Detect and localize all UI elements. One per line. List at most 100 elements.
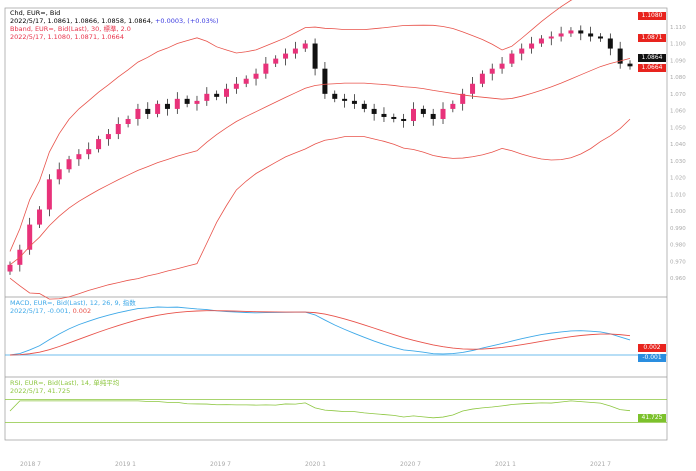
y-tick-label: 1.000 (670, 209, 686, 215)
candle-body (312, 43, 318, 69)
x-tick-label: 2020 1 (305, 461, 326, 468)
y-tick-label: 1.010 (670, 192, 686, 198)
candle-body (479, 73, 485, 84)
candle-body (253, 73, 259, 79)
tag-last-price: 1.0864 (638, 54, 666, 62)
candle-body (420, 108, 426, 114)
y-tick-label: 0.960 (670, 276, 686, 282)
candle-body (361, 103, 367, 109)
x-tick-label: 2019 7 (210, 461, 231, 468)
x-tick-label: 2021 1 (495, 461, 516, 468)
candle-body (519, 48, 525, 54)
bb-upper-line (9, 0, 573, 252)
candle-body (607, 38, 613, 49)
y-tick-label: 1.100 (670, 42, 686, 48)
y-tick-label: 0.970 (670, 259, 686, 265)
x-tick-label: 2019 1 (115, 461, 136, 468)
candle-body (115, 124, 121, 135)
candle-body (538, 38, 544, 44)
candle-body (617, 48, 623, 64)
candle-body (7, 264, 13, 272)
candle-body (450, 103, 456, 109)
candle-body (588, 33, 594, 37)
tag-macd: -0.001 (638, 354, 666, 362)
bb-middle-line (9, 58, 631, 266)
candle-body (597, 36, 603, 39)
candle-body (155, 103, 161, 114)
candle-body (105, 134, 111, 140)
rsi-line (9, 400, 631, 419)
candle-body (440, 108, 446, 119)
candle-body (96, 139, 102, 150)
legend-bband-values: 2022/5/17, 1.1080, 1.0871, 1.0664 (10, 33, 124, 41)
bollinger-bands (9, 0, 631, 300)
legend-signal-value: 0.002 (72, 307, 92, 315)
plot-frame (4, 7, 668, 441)
candle-body (548, 36, 554, 39)
candle-body (578, 30, 584, 34)
y-tick-label: 1.060 (670, 109, 686, 115)
y-tick-label: 0.980 (670, 243, 686, 249)
candle-body (263, 63, 269, 74)
macd-pane (5, 306, 667, 356)
candle-body (46, 179, 52, 210)
x-tick-label: 2020 7 (400, 461, 421, 468)
bb-lower-line (9, 118, 631, 300)
tag-rsi: 41.725 (638, 414, 666, 422)
legend-macd-values: 2022/5/17, -0.001, (10, 307, 71, 315)
candle-body (401, 118, 407, 121)
candle-body (391, 116, 397, 119)
candle-body (204, 93, 210, 101)
candle-body (371, 108, 377, 114)
macd-legend: MACD, EUR=, Bid(Last), 12, 26, 9, 指数 202… (10, 299, 136, 315)
candle-body (292, 48, 298, 54)
candle-body (37, 209, 43, 225)
candle-body (460, 93, 466, 104)
y-tick-label: 1.030 (670, 159, 686, 165)
candle-body (184, 98, 190, 104)
candle-body (322, 68, 328, 94)
y-tick-label: 1.040 (670, 142, 686, 148)
candle-body (174, 98, 180, 109)
candle-body (302, 43, 308, 49)
candle-body (86, 149, 92, 155)
candle-body (430, 113, 436, 119)
candle-body (381, 113, 387, 117)
candle-body (66, 159, 72, 170)
legend-rsi-values: 2022/5/17, 41.725 (10, 387, 71, 395)
candle-body (135, 108, 141, 119)
legend-change: +0.0003, (+0.03%) (154, 17, 219, 25)
x-axis: 2018 7 2019 1 2019 7 2020 1 2020 7 2021 1 2021… (20, 461, 611, 468)
tag-bb-lower: 1.0664 (638, 64, 666, 72)
candle-body (164, 103, 170, 109)
candle-body (509, 53, 515, 64)
candle-body (283, 53, 289, 59)
candle-body (145, 108, 151, 114)
candle-body (76, 154, 82, 160)
legend-ohlc: 2022/5/17, 1.0861, 1.0866, 1.0858, 1.086… (10, 17, 153, 25)
y-tick-label: 1.110 (670, 25, 686, 31)
y-tick-label: 1.050 (670, 125, 686, 131)
x-tick-label: 2021 7 (590, 461, 611, 468)
candles (7, 25, 633, 275)
y-axis: 1.110 1.100 1.090 1.080 1.070 1.060 1.050 1.040… (670, 25, 686, 282)
candle-body (568, 30, 574, 34)
candle-body (499, 63, 505, 69)
candle-body (125, 118, 131, 124)
candle-body (351, 100, 357, 104)
rsi-pane (5, 398, 667, 424)
candle-body (273, 58, 279, 64)
candle-body (342, 98, 348, 101)
legend-rsi: RSI, EUR=, Bid(Last), 14, 单纯平均 (10, 379, 120, 387)
candle-body (233, 83, 239, 89)
legend-bband: Bband, EUR=, Bid(Last), 30, 標準, 2.0 (10, 25, 131, 33)
rsi-legend: RSI, EUR=, Bid(Last), 14, 单纯平均 2022/5/17… (10, 379, 119, 395)
candle-body (224, 88, 230, 97)
candle-body (489, 68, 495, 74)
y-tick-label: 1.090 (670, 58, 686, 64)
candle-body (332, 93, 338, 99)
candle-body (194, 100, 200, 104)
y-tick-label: 1.080 (670, 75, 686, 81)
candle-body (27, 224, 33, 250)
